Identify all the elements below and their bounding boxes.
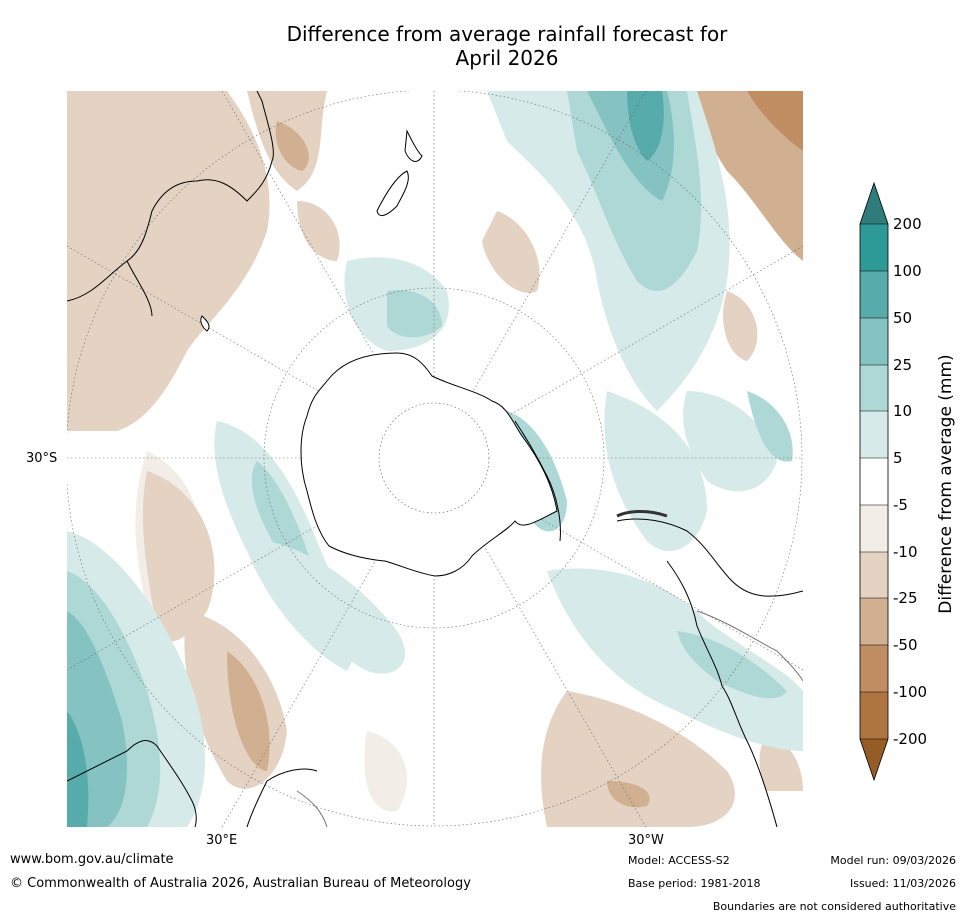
- map-canvas: [67, 91, 803, 827]
- wet-anomaly-regions: [67, 91, 803, 827]
- colorbar-band-m25-m50: [860, 598, 888, 645]
- website-link[interactable]: www.bom.gov.au/climate: [10, 852, 174, 867]
- colorbar-tick: 50: [893, 309, 913, 327]
- model-text: Model: ACCESS-S2: [628, 854, 730, 867]
- south-america-coastline: [616, 510, 803, 827]
- colorbar-tick: 5: [893, 449, 903, 467]
- colorbar-band-m10-m25: [860, 552, 888, 598]
- colorbar-extend-bottom: [860, 739, 888, 780]
- map-title-line1: Difference from average rainfall forecas…: [286, 22, 728, 46]
- colorbar-band-m100-m200: [860, 692, 888, 739]
- colorbar-band-m50-m100: [860, 645, 888, 692]
- colorbar-tick: 25: [893, 356, 913, 374]
- africa-coastline: [67, 740, 328, 827]
- colorbar-band-100-200: [860, 224, 888, 271]
- copyright-text: © Commonwealth of Australia 2026, Austra…: [10, 876, 471, 891]
- colorbar-tick: 100: [893, 262, 922, 280]
- colorbar-band-5-10: [860, 411, 888, 458]
- issued-text: Issued: 11/03/2026: [849, 877, 956, 890]
- colorbar-tick: 200: [893, 215, 922, 233]
- longitude-label-30e: 30°E: [206, 833, 238, 848]
- colorbar-band-neutral: [860, 458, 888, 505]
- disclaimer-text: Boundaries are not considered authoritat…: [712, 900, 956, 913]
- rainfall-map: [67, 91, 803, 827]
- colorbar-extend-top: [860, 183, 888, 224]
- latitude-label-30s: 30°S: [26, 451, 58, 466]
- colorbar-tick: -200: [893, 730, 928, 748]
- colorbar: [859, 181, 889, 782]
- base-period-text: Base period: 1981-2018: [628, 877, 761, 890]
- colorbar-tick: 10: [893, 402, 913, 420]
- colorbar-band-25-50: [860, 318, 888, 365]
- longitude-label-30w: 30°W: [628, 833, 664, 848]
- new-zealand-coastline: [376, 129, 423, 217]
- map-title: Difference from average rainfall forecas…: [0, 22, 965, 70]
- antarctica-coastline: [300, 352, 561, 577]
- colorbar-tick: -5: [893, 496, 908, 514]
- colorbar-band-10-25: [860, 365, 888, 411]
- colorbar-band-m5-m10: [860, 505, 888, 552]
- colorbar-tick: -50: [893, 636, 918, 654]
- australia-coastline: [67, 91, 274, 332]
- colorbar-tick: -100: [893, 683, 928, 701]
- model-run-text: Model run: 09/03/2026: [830, 854, 956, 867]
- colorbar-tick: -25: [893, 589, 918, 607]
- map-title-line2: April 2026: [455, 46, 559, 70]
- colorbar-tick: -10: [893, 543, 918, 561]
- colorbar-label: Difference from average (mm): [936, 354, 956, 614]
- colorbar-band-50-100: [860, 271, 888, 318]
